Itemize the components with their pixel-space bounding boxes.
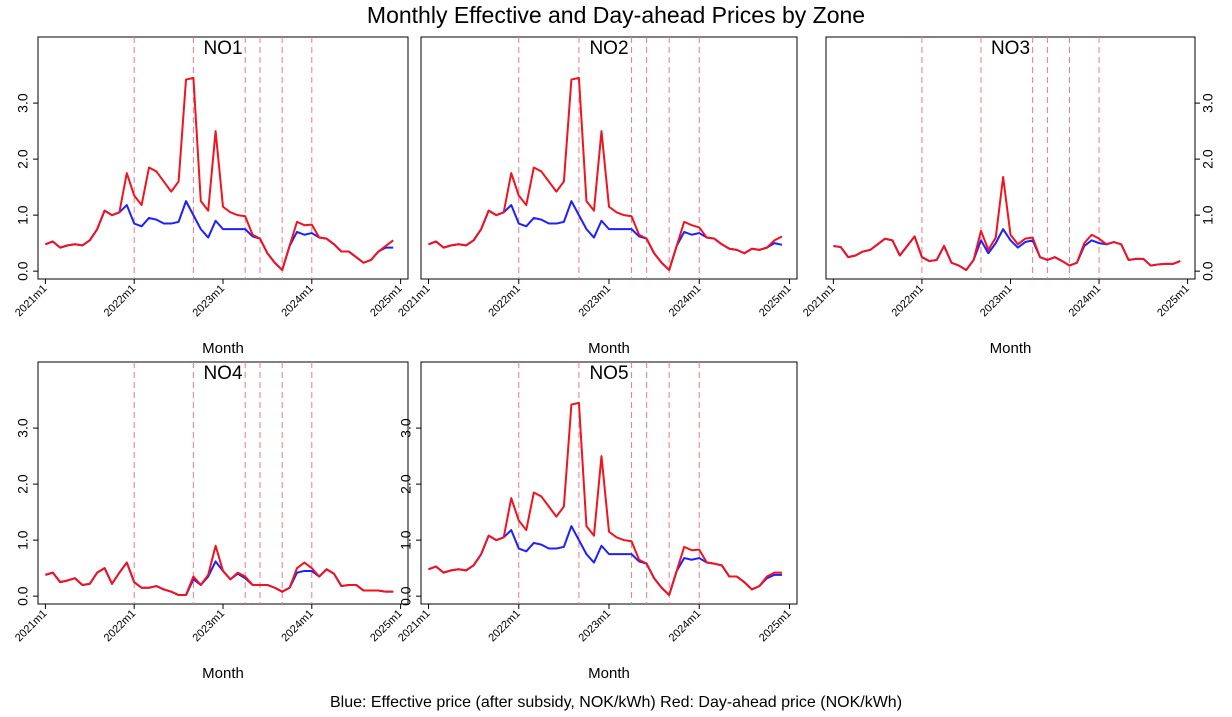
x-tick-label: 2022m1 (486, 283, 523, 320)
y-tick-label: 0.0 (1200, 261, 1216, 281)
price-line (45, 76, 394, 272)
price-line (428, 525, 782, 597)
x-axis-title: Month (202, 665, 244, 682)
panel: NO3 2021m1 2022m1 2023m1 2024m1 2025m1 Month 0.… (801, 36, 1216, 357)
x-axis-title: Month (588, 665, 630, 682)
panel-title: NO5 (589, 363, 628, 384)
price-line (428, 401, 782, 597)
x-tick-label: 2024m1 (667, 283, 704, 320)
y-tick-label: 0.0 (398, 586, 414, 606)
x-tick-label: 2023m1 (577, 608, 614, 645)
x-tick-label: 2022m1 (102, 283, 139, 320)
x-tick-label: 2024m1 (279, 608, 316, 645)
y-tick-label: 0.0 (15, 586, 31, 606)
x-tick-label: 2023m1 (978, 283, 1015, 320)
panel-title: NO1 (203, 38, 242, 59)
y-tick-label: 1.0 (1200, 205, 1216, 225)
x-tick-label: 2023m1 (191, 608, 228, 645)
plot-frame (420, 361, 798, 605)
x-tick-label: 2022m1 (486, 608, 523, 645)
x-tick-label: 2022m1 (102, 608, 139, 645)
y-tick-label: 2.0 (15, 149, 31, 169)
y-tick-label: 0.0 (15, 261, 31, 281)
x-tick-label: 2025m1 (757, 283, 794, 320)
plot-frame (420, 36, 798, 280)
y-tick-label: 2.0 (398, 474, 414, 494)
x-tick-label: 2024m1 (667, 608, 704, 645)
x-tick-label: 2021m1 (13, 608, 50, 645)
x-tick-label: 2024m1 (279, 283, 316, 320)
panel-title: NO3 (991, 38, 1030, 59)
price-line (45, 200, 394, 272)
x-tick-label: 2023m1 (577, 283, 614, 320)
price-line (45, 544, 394, 597)
y-tick-label: 3.0 (15, 93, 31, 113)
price-line (833, 176, 1181, 272)
x-tick-label: 2024m1 (1067, 283, 1104, 320)
y-tick-label: 1.0 (15, 530, 31, 550)
y-tick-label: 3.0 (15, 418, 31, 438)
x-tick-label: 2023m1 (191, 283, 228, 320)
price-line (428, 76, 783, 272)
y-tick-label: 2.0 (15, 474, 31, 494)
figure-title: Monthly Effective and Day-ahead Prices b… (367, 2, 865, 28)
price-line (428, 200, 783, 272)
x-axis-title: Month (990, 340, 1032, 357)
panel-title: NO4 (203, 363, 243, 384)
x-tick-label: 2021m1 (801, 283, 838, 320)
panel-title: NO2 (589, 38, 628, 59)
y-tick-label: 1.0 (15, 205, 31, 225)
y-tick-label: 3.0 (398, 418, 414, 438)
x-tick-label: 2021m1 (13, 283, 50, 320)
legend-note: Blue: Effective price (after subsidy, NO… (330, 694, 902, 711)
x-tick-label: 2025m1 (757, 608, 794, 645)
x-tick-label: 2022m1 (890, 283, 927, 320)
y-tick-label: 3.0 (1200, 93, 1216, 113)
x-tick-label: 2025m1 (1155, 283, 1192, 320)
price-line (45, 560, 394, 597)
price-line (833, 228, 1181, 272)
plot-frame (37, 36, 409, 280)
y-tick-label: 1.0 (398, 530, 414, 550)
y-tick-label: 2.0 (1200, 149, 1216, 169)
x-axis-title: Month (588, 340, 630, 357)
x-axis-title: Month (202, 340, 244, 357)
